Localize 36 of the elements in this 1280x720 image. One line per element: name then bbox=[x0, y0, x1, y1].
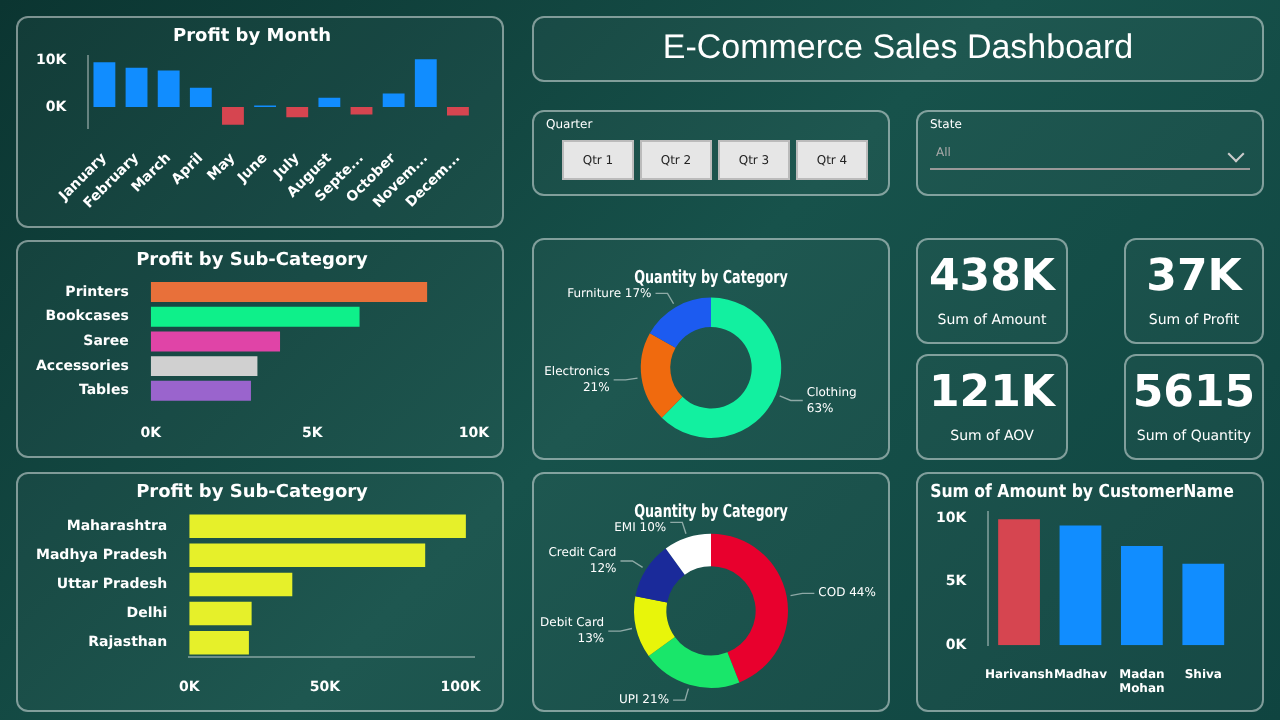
text: 121K bbox=[927, 368, 1058, 418]
bar bbox=[150, 281, 428, 302]
chart-title: Quantity by Category bbox=[634, 267, 788, 289]
bar bbox=[150, 306, 360, 327]
bar bbox=[998, 519, 1040, 646]
bar bbox=[286, 106, 309, 118]
bar bbox=[150, 331, 281, 352]
bar bbox=[150, 380, 251, 401]
bar bbox=[318, 97, 341, 107]
bar bbox=[382, 93, 405, 107]
bar bbox=[189, 543, 426, 568]
chart-title: Profit by Sub-Category bbox=[136, 251, 369, 272]
bar bbox=[222, 106, 244, 125]
text: 438K bbox=[927, 252, 1058, 302]
bar bbox=[125, 67, 148, 107]
chart-title: Profit by Sub-Category bbox=[136, 483, 369, 504]
bar bbox=[189, 87, 212, 107]
bar bbox=[189, 514, 466, 538]
bar bbox=[1182, 563, 1225, 646]
chart-title: Quantity by Category bbox=[634, 501, 788, 523]
bar bbox=[189, 630, 249, 655]
bar bbox=[189, 572, 293, 597]
bar bbox=[150, 356, 258, 377]
bar bbox=[350, 106, 373, 115]
bar bbox=[93, 62, 116, 107]
bar bbox=[189, 601, 252, 626]
bar bbox=[447, 106, 469, 116]
text: E-Commerce Sales Dashboard bbox=[660, 28, 1136, 68]
bar bbox=[414, 59, 437, 107]
text: 37K bbox=[1144, 252, 1245, 302]
bar bbox=[1120, 545, 1163, 646]
text: 5615 bbox=[1130, 368, 1258, 418]
bar bbox=[1059, 525, 1102, 646]
chart-title: Sum of Amount by CustomerName bbox=[930, 480, 1235, 502]
chart-title: Profit by Month bbox=[172, 27, 332, 48]
bar bbox=[157, 70, 180, 107]
